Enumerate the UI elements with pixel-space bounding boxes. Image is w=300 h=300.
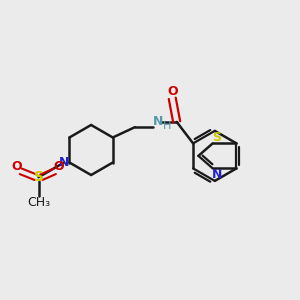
Text: O: O	[167, 85, 178, 98]
Text: O: O	[11, 160, 22, 173]
Text: CH₃: CH₃	[27, 196, 50, 209]
Text: S: S	[34, 170, 44, 184]
Text: N: N	[153, 116, 164, 128]
Text: N: N	[212, 168, 222, 182]
Text: H: H	[163, 121, 171, 131]
Text: N: N	[59, 156, 69, 169]
Text: O: O	[54, 160, 64, 173]
Text: S: S	[213, 131, 222, 144]
